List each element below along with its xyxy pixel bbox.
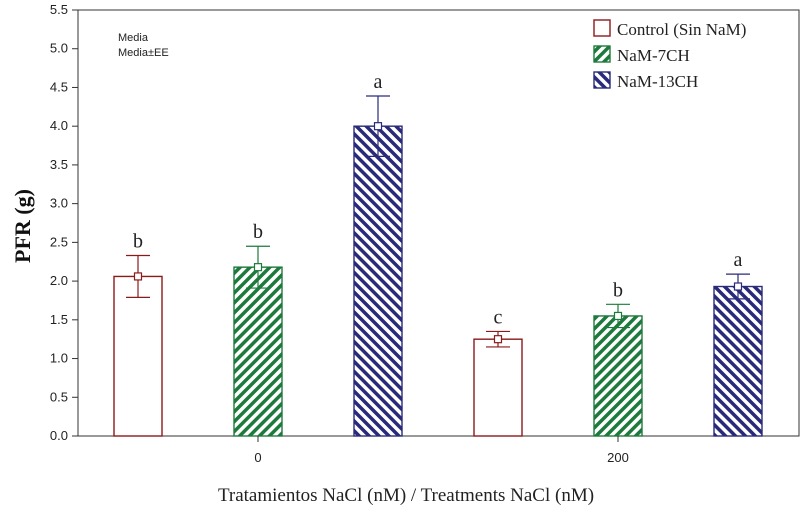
y-tick-label: 4.0 [50,118,68,133]
plot-frame [77,9,800,437]
bar-nam-13ch-0 [353,125,403,437]
y-tick-label: 5.5 [50,2,68,17]
mean-marker [253,263,263,272]
mean-marker [373,122,383,131]
y-tick-label: 4.5 [50,79,68,94]
y-tick-label: 0.5 [50,389,68,404]
x-axis-title: Tratamientos NaCl (nM) / Treatments NaCl… [218,485,594,506]
legend-label-nam7ch: NaM-7CH [617,46,690,65]
y-tick-label: 3.0 [50,196,68,211]
bar-nam-7ch-200 [593,315,643,437]
note-media: Media [118,32,149,44]
significance-letter: a [374,71,383,93]
x-axis: 0 200 [254,436,629,465]
bar-control-sin-nam--0 [113,275,163,437]
bar-control-sin-nam--200 [473,338,523,437]
mean-marker [133,272,143,281]
mean-marker [733,282,743,291]
y-tick-label: 2.5 [50,234,68,249]
y-tick-label: 1.0 [50,351,68,366]
bars-group: b b a c b a [113,71,763,437]
legend-label-control: Control (Sin NaM) [617,20,746,39]
x-tick-label: 0 [254,450,261,465]
mean-marker [613,311,623,321]
significance-letter: c [494,306,503,328]
legend-swatch-control [593,19,611,37]
y-tick-label: 1.5 [50,312,68,327]
legend-label-nam13ch: NaM-13CH [617,72,698,91]
y-axis: 0.0 0.5 1.0 1.5 2.0 2.5 3.0 3.5 4.0 4.5 5.0 5.5 [50,2,78,443]
bar-nam-13ch-200 [713,285,763,437]
x-tick-label: 200 [607,450,629,465]
significance-letter: b [613,279,623,301]
note-media-ee: Media±EE [118,47,169,59]
y-tick-label: 0.0 [50,428,68,443]
significance-letter: b [253,221,263,243]
legend-swatch-nam13ch [593,71,611,89]
mean-marker [493,335,503,344]
significance-letter: b [133,231,143,253]
significance-letter: a [734,249,743,271]
y-axis-title: PFR (g) [10,189,35,263]
y-tick-label: 3.5 [50,157,68,172]
legend: Control (Sin NaM) NaM-7CH NaM-13CH [593,19,746,91]
y-tick-label: 5.0 [50,41,68,56]
legend-swatch-nam7ch [593,45,611,63]
bar-nam-7ch-0 [233,266,283,437]
y-tick-label: 2.0 [50,273,68,288]
